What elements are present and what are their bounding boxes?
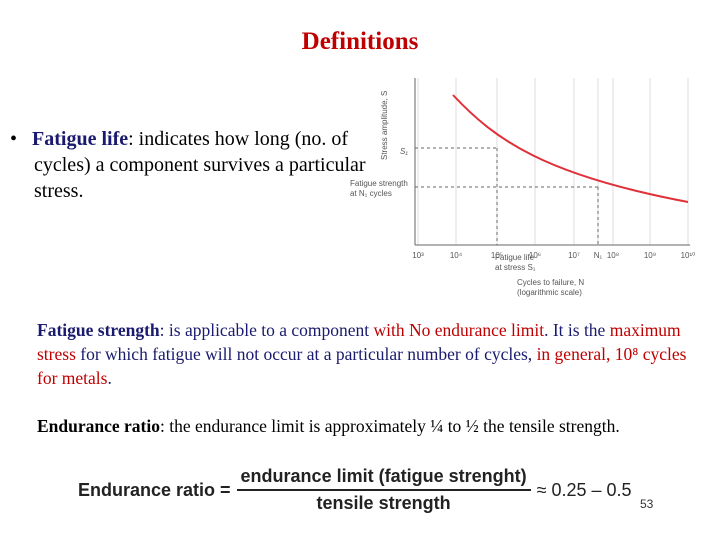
endurance-ratio-paragraph: Endurance ratio: the endurance limit is … <box>37 416 717 437</box>
x-tick-label: 10⁸ <box>607 251 619 260</box>
x-tick-label: 10⁷ <box>568 251 580 260</box>
title: Definitions <box>301 28 419 55</box>
text-segment: . It is the <box>544 320 610 340</box>
page-number: 53 <box>640 497 654 511</box>
bullet-text: : indicates how long (no. of cycles) a c… <box>34 128 366 202</box>
s1-label: S₁ <box>400 147 408 156</box>
numerator: endurance limit (fatigue strenght) <box>236 466 531 491</box>
text-segment: in general, 10⁸ cycles for metals <box>37 344 687 388</box>
x-label: Cycles to failure, N <box>517 278 584 287</box>
x-tick-label: N₁ <box>594 251 603 260</box>
term: Fatigue life <box>32 128 129 150</box>
fatigue-life-label: at stress S₁ <box>495 263 536 272</box>
bullet: • Fatigue life: indicates how long (no. … <box>10 128 366 202</box>
fatigue-strength-label: at N₁ cycles <box>350 189 392 198</box>
x-tick-label: 10¹⁰ <box>681 251 696 260</box>
term: Endurance ratio <box>37 416 160 436</box>
text-segment: maximum stress <box>37 320 681 364</box>
denominator: tensile strength <box>316 493 451 513</box>
x-tick-label: 10⁹ <box>644 251 656 260</box>
x-tick-label: 10⁵ <box>491 251 503 260</box>
y-label: Stress amplitude, S <box>380 91 389 160</box>
fatigue-strength-label: Fatigue strength <box>350 179 408 188</box>
fatigue-strength-paragraph: Fatigue strength: is applicable to a com… <box>37 318 707 390</box>
paragraph-text: : the endurance limit is approximately ¼… <box>160 416 620 436</box>
fatigue-life-label: Fatigue life <box>495 253 535 262</box>
text-segment: : is applicable to a component <box>159 320 374 340</box>
sn-curve <box>452 94 689 203</box>
x-tick-label: 10⁶ <box>529 251 541 260</box>
x-tick-label: 10³ <box>412 251 424 260</box>
text-segment: for which fatigue will not occur at a pa… <box>75 344 537 364</box>
text-segment: . <box>107 368 112 388</box>
x-tick-label: 10⁴ <box>450 251 463 260</box>
text-segment: with No endurance limit <box>373 320 545 340</box>
text-segment: Fatigue strength <box>37 320 160 340</box>
formula-rhs: ≈ 0.25 – 0.5 <box>536 479 632 500</box>
formula-lhs: Endurance ratio = <box>78 479 231 500</box>
fraction: endurance limit (fatigue strenght) tensil… <box>236 466 531 514</box>
sn-figure: Stress amplitude, S S₁ Fatigue strength … <box>350 78 696 297</box>
formula: Endurance ratio = endurance limit (fatig… <box>78 466 632 514</box>
x-label: (logarithmic scale) <box>517 288 582 297</box>
